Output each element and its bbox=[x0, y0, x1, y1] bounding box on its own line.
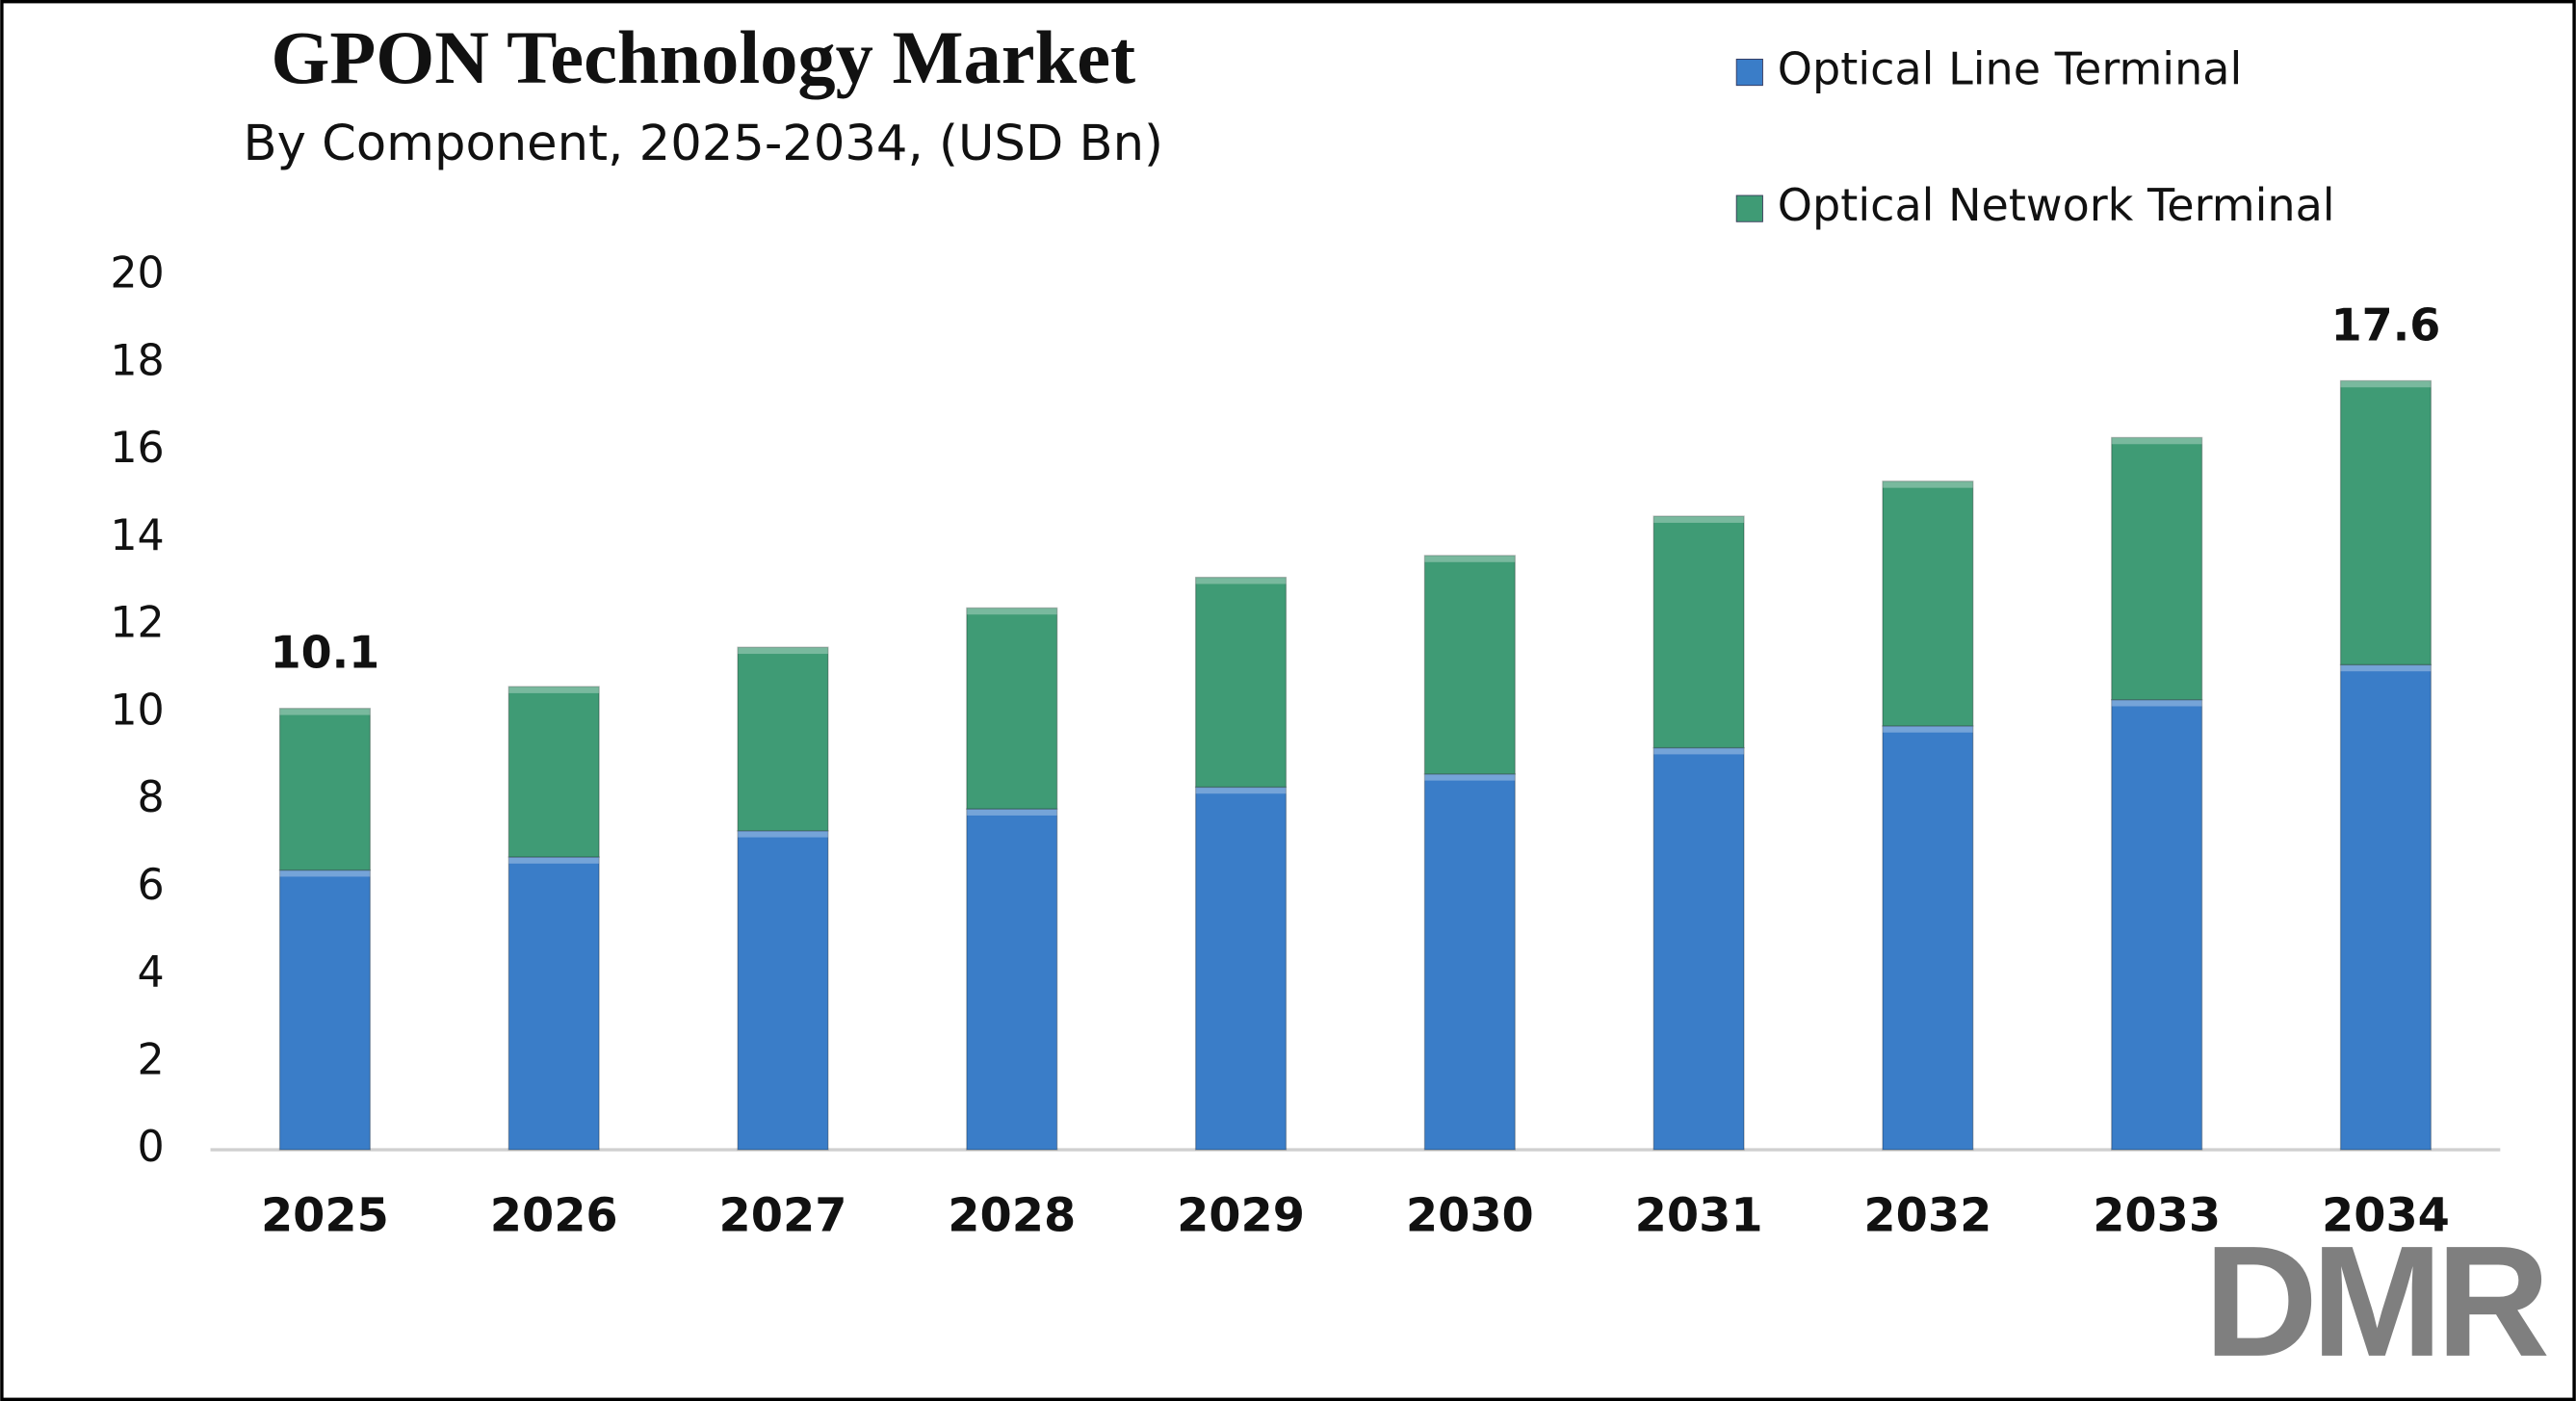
bar-cap bbox=[1195, 787, 1287, 794]
bar-cap bbox=[966, 809, 1057, 816]
bar-cap bbox=[1424, 555, 1516, 562]
logo: DMR bbox=[2204, 1213, 2547, 1389]
bar-cap bbox=[279, 869, 371, 877]
y-tick-label: 2 bbox=[138, 1035, 165, 1084]
total-label: 17.6 bbox=[2331, 298, 2441, 350]
chart-title: GPON Technology Market bbox=[271, 15, 1135, 99]
x-tick-label: 2034 bbox=[2322, 1190, 2450, 1243]
bar-segment bbox=[507, 686, 600, 858]
x-tick-label: 2025 bbox=[261, 1190, 389, 1243]
bar-segment bbox=[2111, 436, 2203, 701]
bar-cap bbox=[1424, 773, 1516, 781]
y-tick-label: 16 bbox=[110, 424, 164, 473]
bar-cap bbox=[2111, 699, 2202, 707]
y-tick-label: 0 bbox=[138, 1123, 165, 1172]
bar-segment bbox=[1652, 746, 1745, 1151]
y-tick-label: 18 bbox=[110, 336, 164, 385]
y-tick-label: 10 bbox=[110, 686, 164, 735]
legend-label: Optical Line Terminal bbox=[1778, 43, 2242, 95]
bar-cap bbox=[2340, 380, 2432, 388]
bar-cap bbox=[1882, 725, 1973, 733]
bar-segment bbox=[1882, 480, 1974, 727]
bar-segment bbox=[1882, 725, 1974, 1151]
bar-segment bbox=[507, 856, 600, 1151]
bar-cap bbox=[1653, 516, 1745, 523]
bar-cap bbox=[966, 608, 1057, 615]
bar-segment bbox=[2339, 663, 2433, 1151]
bar-segment bbox=[966, 607, 1058, 810]
bar-cap bbox=[508, 857, 600, 864]
x-tick-label: 2028 bbox=[948, 1190, 1076, 1243]
y-tick-label: 20 bbox=[110, 249, 164, 298]
y-tick-label: 14 bbox=[110, 511, 164, 560]
legend-swatch bbox=[1735, 195, 1763, 222]
legend-swatch bbox=[1735, 58, 1763, 87]
bar-segment bbox=[1423, 773, 1516, 1151]
bar-cap bbox=[2111, 437, 2202, 445]
bar-cap bbox=[738, 647, 828, 655]
bar-cap bbox=[1882, 480, 1973, 488]
bar-segment bbox=[737, 646, 829, 832]
bar-segment bbox=[966, 808, 1058, 1151]
chart-subtitle: By Component, 2025-2034, (USD Bn) bbox=[243, 116, 1163, 172]
bar-segment bbox=[1423, 555, 1516, 775]
bar-cap bbox=[738, 830, 828, 838]
bar-segment bbox=[1652, 515, 1745, 749]
bar-segment bbox=[278, 708, 372, 871]
legend-label: Optical Network Terminal bbox=[1778, 179, 2335, 231]
bar-cap bbox=[279, 708, 371, 715]
x-tick-label: 2032 bbox=[1863, 1190, 1991, 1243]
x-tick-label: 2026 bbox=[490, 1190, 618, 1243]
x-tick-label: 2029 bbox=[1177, 1190, 1305, 1243]
bar-segment bbox=[1194, 786, 1288, 1151]
bar-segment bbox=[278, 869, 372, 1151]
bar-cap bbox=[508, 687, 600, 693]
y-tick-label: 6 bbox=[138, 861, 165, 910]
total-label: 10.1 bbox=[271, 627, 380, 679]
x-tick-label: 2033 bbox=[2093, 1190, 2221, 1243]
bar-cap bbox=[1653, 747, 1745, 755]
y-tick-label: 12 bbox=[110, 599, 164, 648]
bar-segment bbox=[737, 830, 829, 1151]
x-tick-label: 2027 bbox=[719, 1190, 847, 1243]
bar-cap bbox=[1195, 577, 1287, 584]
bar-cap bbox=[2340, 664, 2432, 672]
y-tick-label: 4 bbox=[138, 948, 165, 998]
bar-segment bbox=[1194, 576, 1288, 789]
y-tick-label: 8 bbox=[138, 773, 165, 822]
bar-segment bbox=[2111, 698, 2203, 1151]
bar-segment bbox=[2339, 379, 2433, 666]
x-tick-label: 2031 bbox=[1635, 1190, 1763, 1243]
x-tick-label: 2030 bbox=[1406, 1190, 1534, 1243]
